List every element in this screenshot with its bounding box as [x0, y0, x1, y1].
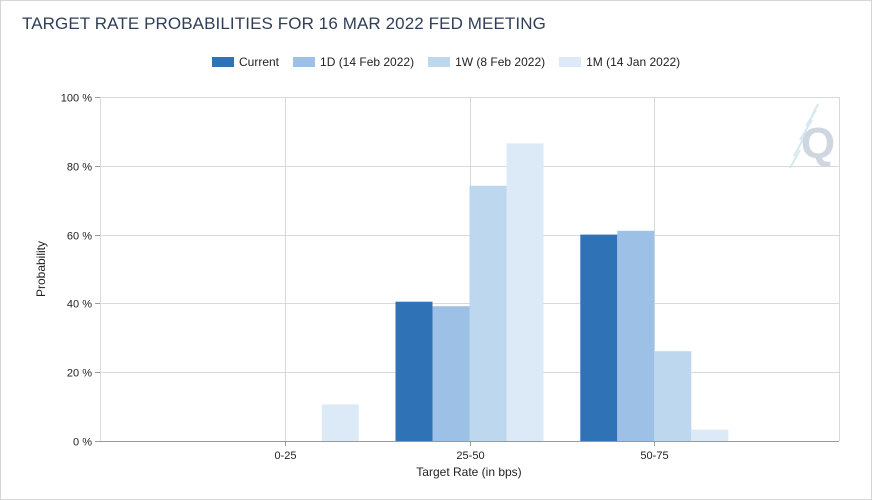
legend-swatch-1d — [293, 57, 316, 67]
y-tick-label: 20 % — [67, 368, 92, 380]
chart-title: TARGET RATE PROBABILITIES FOR 16 MAR 202… — [22, 14, 546, 33]
watermark-stripe — [789, 149, 801, 169]
watermark-stripe — [799, 119, 813, 141]
x-tick-label: 50-75 — [640, 450, 668, 462]
y-tick-label: 40 % — [67, 299, 92, 311]
watermark-layer: Q — [789, 103, 835, 169]
q-logo-watermark-icon: Q — [789, 103, 835, 169]
legend-label-1w: 1W (8 Feb 2022) — [455, 55, 546, 69]
legend-item-current[interactable]: Current — [212, 55, 279, 69]
legend-label-1m: 1M (14 Jan 2022) — [586, 55, 681, 69]
legend-swatch-1m — [559, 57, 582, 67]
legend-item-1m[interactable]: 1M (14 Jan 2022) — [559, 55, 680, 69]
bar-m1-0-25[interactable] — [321, 404, 359, 442]
bar-m1-25-50[interactable] — [506, 143, 544, 441]
legend-item-1w[interactable]: 1W (8 Feb 2022) — [428, 55, 545, 69]
x-tick-label: 25-50 — [456, 450, 484, 462]
x-tick-label: 0-25 — [274, 450, 296, 462]
watermark-letter: Q — [801, 119, 835, 168]
legend-item-1d[interactable]: 1D (14 Feb 2022) — [293, 55, 414, 69]
y-axis-title: Probability — [34, 241, 48, 297]
legend-label-current: Current — [239, 55, 280, 69]
watermark-stripe — [805, 109, 817, 127]
bar-current-50-75[interactable] — [580, 234, 618, 441]
y-tick-label: 60 % — [67, 231, 92, 243]
legend-label-1d: 1D (14 Feb 2022) — [320, 55, 415, 69]
watermark-stripe — [793, 133, 807, 157]
bar-m1-50-75[interactable] — [691, 429, 729, 441]
y-tick-label: 100 % — [61, 93, 92, 105]
bar-current-25-50[interactable] — [395, 301, 433, 441]
bar-w1-25-50[interactable] — [469, 185, 507, 441]
chart-legend: Current 1D (14 Feb 2022) 1W (8 Feb 2022)… — [212, 54, 694, 70]
bar-d1-50-75[interactable] — [617, 230, 655, 441]
axis-layer: 0 % 20 % 40 % 60 % 80 % 100 % 0-25 25-50 50-75 — [61, 93, 669, 463]
y-tick-label: 80 % — [67, 162, 92, 174]
x-axis-title: Target Rate (in bps) — [416, 465, 521, 479]
bar-d1-25-50[interactable] — [432, 306, 470, 441]
legend-swatch-1w — [428, 57, 451, 67]
bar-w1-50-75[interactable] — [654, 351, 692, 441]
legend-swatch-current — [212, 57, 234, 67]
bar-layer — [321, 143, 729, 442]
y-tick-label: 0 % — [73, 437, 92, 449]
